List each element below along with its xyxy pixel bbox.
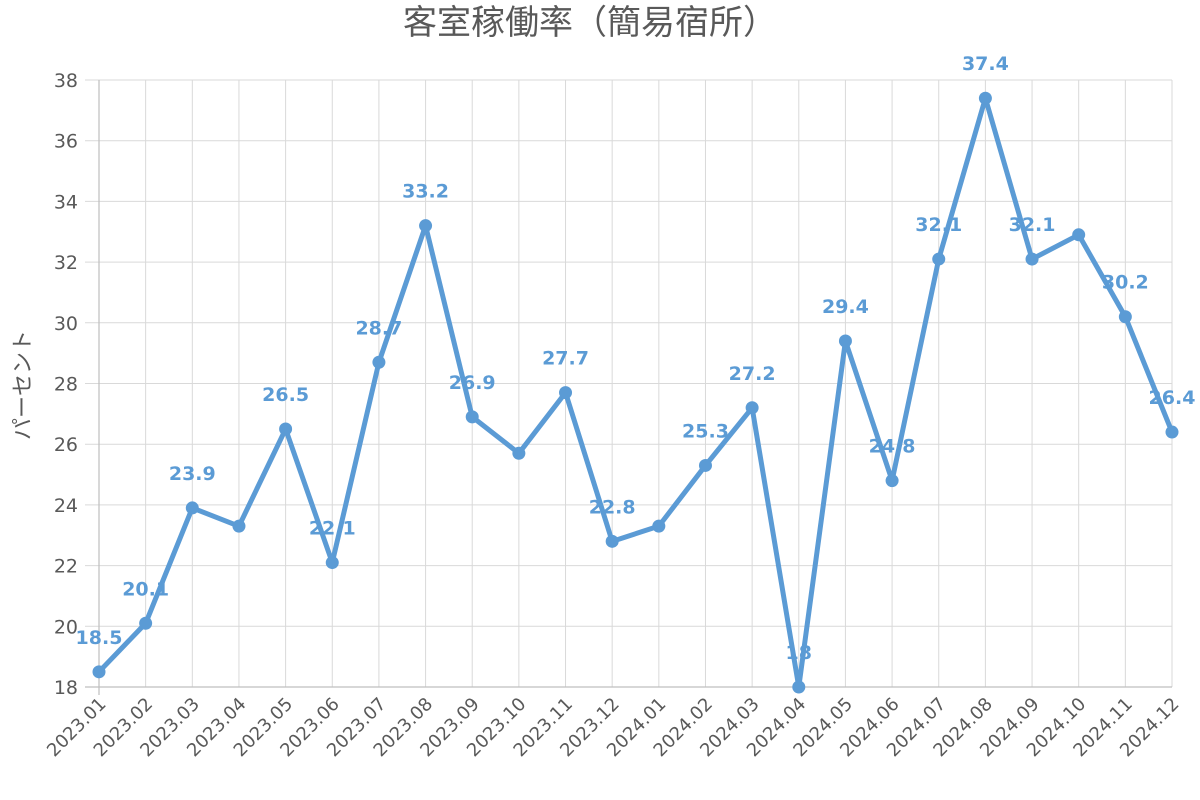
data-point bbox=[185, 501, 199, 515]
data-point bbox=[1025, 252, 1039, 266]
data-label: 30.2 bbox=[1102, 272, 1149, 294]
data-points bbox=[92, 91, 1179, 694]
y-tick-label: 30 bbox=[54, 313, 78, 335]
data-point bbox=[512, 446, 526, 460]
y-tick-label: 26 bbox=[54, 434, 78, 456]
data-point bbox=[932, 252, 946, 266]
x-tick-labels: 2023.012023.022023.032023.042023.052023.… bbox=[43, 694, 1183, 761]
data-label: 18.5 bbox=[76, 627, 123, 649]
data-label: 27.2 bbox=[729, 363, 776, 385]
y-axis-label: パーセント bbox=[11, 330, 36, 440]
data-point bbox=[232, 519, 246, 533]
data-point bbox=[279, 422, 293, 436]
data-point bbox=[885, 474, 899, 488]
data-point bbox=[559, 386, 573, 400]
data-label: 20.1 bbox=[122, 578, 169, 600]
data-label: 25.3 bbox=[682, 420, 729, 442]
data-label: 37.4 bbox=[962, 53, 1009, 75]
data-label: 33.2 bbox=[402, 181, 449, 203]
chart-title: 客室稼働率（簡易宿所） bbox=[403, 3, 777, 43]
data-point bbox=[92, 665, 106, 679]
axes bbox=[85, 80, 1172, 695]
data-point bbox=[1118, 310, 1132, 324]
data-point bbox=[325, 556, 339, 570]
data-label: 26.4 bbox=[1149, 387, 1196, 409]
data-labels: 18.5 20.1 23.9 26.5 22.1 28.7 33.2 26.9 27.7 22.8… bbox=[76, 53, 1196, 664]
data-point bbox=[745, 401, 759, 415]
y-tick-label: 38 bbox=[54, 70, 78, 92]
data-label: 26.9 bbox=[449, 372, 496, 394]
data-point bbox=[838, 334, 852, 348]
y-tick-labels: 18 20 22 24 26 28 30 32 34 36 38 bbox=[54, 70, 78, 699]
data-point bbox=[139, 616, 153, 630]
data-point bbox=[1165, 425, 1179, 439]
data-label: 32.1 bbox=[1009, 214, 1056, 236]
data-label: 24.8 bbox=[869, 436, 916, 458]
y-tick-label: 36 bbox=[54, 131, 78, 153]
y-tick-label: 20 bbox=[54, 616, 78, 638]
data-label: 26.5 bbox=[262, 384, 309, 406]
data-point bbox=[792, 680, 806, 694]
data-label: 27.7 bbox=[542, 348, 589, 370]
y-tick-label: 22 bbox=[54, 556, 78, 578]
y-tick-label: 24 bbox=[54, 495, 78, 517]
data-point bbox=[652, 519, 666, 533]
data-point bbox=[605, 534, 619, 548]
data-point bbox=[698, 458, 712, 472]
data-label: 22.1 bbox=[309, 518, 356, 540]
y-tick-label: 32 bbox=[54, 252, 78, 274]
data-label: 29.4 bbox=[822, 296, 869, 318]
y-tick-label: 34 bbox=[54, 191, 78, 213]
data-point bbox=[419, 219, 433, 233]
data-label: 28.7 bbox=[355, 317, 402, 339]
series-line bbox=[96, 95, 1175, 690]
data-label: 22.8 bbox=[589, 496, 636, 518]
data-label: 23.9 bbox=[169, 463, 216, 485]
data-label: 18 bbox=[786, 642, 812, 664]
y-tick-label: 28 bbox=[54, 374, 78, 396]
series-polyline bbox=[96, 95, 1175, 690]
data-point bbox=[465, 410, 479, 424]
data-point bbox=[372, 355, 386, 369]
y-tick-label: 18 bbox=[54, 677, 78, 699]
data-point bbox=[978, 91, 992, 105]
data-point bbox=[1072, 228, 1086, 242]
data-label: 32.1 bbox=[915, 214, 962, 236]
